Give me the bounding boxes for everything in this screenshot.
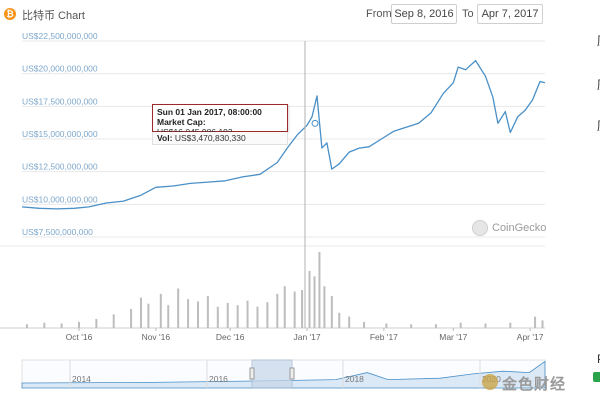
volume-bar (112, 314, 115, 328)
volume-bar (541, 320, 544, 328)
navigator-tick-label: 2018 (345, 374, 364, 384)
volume-bar (301, 290, 304, 328)
from-label: From (366, 8, 392, 20)
x-tick-label: Jan '17 (293, 332, 320, 342)
volume-bar (348, 316, 351, 328)
volume-bar (25, 324, 28, 328)
x-axis-labels: Oct '16 Nov '16 Dec '16 Jan '17 Feb '17 Mar '… (66, 328, 544, 342)
x-tick-label: Apr '17 (517, 332, 544, 342)
to-label: To (462, 8, 474, 20)
volume-bar (147, 303, 150, 328)
volume-bar (256, 306, 259, 328)
market-cap-line (21, 59, 546, 210)
volume-bar (283, 286, 286, 328)
side-panel-char-3: 历 (597, 117, 600, 134)
side-panel-char-1: 历 (597, 32, 600, 49)
navigator-window (251, 359, 293, 389)
x-tick-label: Mar '17 (439, 332, 467, 342)
volume-bar (246, 300, 249, 328)
navigator-series (21, 360, 546, 389)
x-tick-label: Nov '16 (142, 332, 171, 342)
market-cap-line-group (21, 59, 546, 210)
volume-bar (276, 293, 279, 328)
navigator[interactable]: 2014201620182020 (21, 359, 546, 389)
navigator-tick-label: 2016 (209, 374, 228, 384)
market-cap-chart: US$22,500,000,000 US$20,000,000,000 US$17,… (0, 31, 546, 389)
volume-bar (60, 323, 63, 328)
volume-bar (196, 301, 199, 328)
volume-bar (266, 302, 269, 328)
y-tick-label: US$7,500,000,000 (22, 227, 93, 237)
volume-bar (95, 318, 98, 328)
volume-bar (167, 305, 170, 328)
chart-tooltip-volume: Vol: US$3,470,830,330 (152, 132, 288, 145)
volume-bar (534, 316, 537, 328)
side-panel-char-2: 历 (597, 76, 600, 93)
coingecko-logo-icon (472, 220, 488, 236)
volume-bar (236, 305, 239, 328)
jinse-logo-icon (482, 374, 498, 390)
bitcoin-logo-icon: ₿ (4, 8, 16, 20)
volume-bar (177, 288, 180, 328)
y-axis-labels: US$22,500,000,000 US$20,000,000,000 US$17,… (22, 31, 98, 237)
volume-bar (330, 296, 333, 328)
volume-bar (313, 276, 316, 328)
volume-bar (159, 293, 162, 328)
side-badge-icon (593, 372, 600, 382)
y-tick-label: US$17,500,000,000 (22, 96, 98, 106)
volume-bar (509, 322, 512, 328)
volume-bar (338, 312, 341, 328)
tooltip-vol-value: US$3,470,830,330 (174, 133, 246, 143)
x-tick-label: Feb '17 (370, 332, 398, 342)
navigator-tick-label: 2014 (72, 374, 91, 384)
navigator-handle-left (249, 367, 255, 380)
volume-bar (78, 321, 81, 328)
volume-bar (130, 309, 133, 328)
volume-bar (318, 252, 321, 328)
jinse-watermark: 金色财经 (502, 376, 567, 393)
volume-bar (139, 297, 142, 328)
volume-bar (385, 323, 388, 328)
volume-bar (43, 322, 46, 328)
volume-bar (323, 286, 326, 328)
y-tick-label: US$12,500,000,000 (22, 162, 98, 172)
y-tick-label: US$22,500,000,000 (22, 31, 98, 41)
volume-bar (226, 302, 229, 328)
chart-tooltip: Sun 01 Jan 2017, 08:00:00 Market Cap: US… (152, 104, 288, 137)
y-tick-label: US$10,000,000,000 (22, 194, 98, 204)
volume-bar (434, 324, 437, 328)
chart-title: 比特币 Chart (22, 10, 85, 22)
coingecko-watermark: CoinGecko (492, 222, 547, 234)
volume-bar (363, 321, 366, 328)
x-tick-label: Dec '16 (216, 332, 245, 342)
volume-bar (308, 271, 311, 328)
volume-bar (293, 291, 296, 328)
volume-bar (206, 296, 209, 328)
tooltip-market-cap-label: Market Cap: (157, 117, 206, 127)
x-tick-label: Oct '16 (66, 332, 93, 342)
y-tick-label: US$15,000,000,000 (22, 129, 98, 139)
volume-bar (187, 299, 190, 328)
tooltip-vol-label: Vol: (157, 133, 173, 143)
navigator-handle-right (289, 367, 295, 380)
side-panel-char-4: P (597, 352, 600, 366)
y-tick-label: US$20,000,000,000 (22, 64, 98, 74)
side-panel (583, 0, 600, 403)
volume-bar (484, 323, 487, 328)
hover-point (311, 119, 319, 127)
volume-bar (410, 324, 413, 328)
from-date-input[interactable]: Sep 8, 2016 (391, 4, 457, 24)
to-date-input[interactable]: Apr 7, 2017 (477, 4, 543, 24)
tooltip-date: Sun 01 Jan 2017, 08:00:00 (157, 107, 262, 117)
grid-lines (0, 40, 545, 329)
volume-bar (459, 322, 462, 328)
volume-bars (25, 252, 544, 328)
volume-bar (216, 306, 219, 328)
